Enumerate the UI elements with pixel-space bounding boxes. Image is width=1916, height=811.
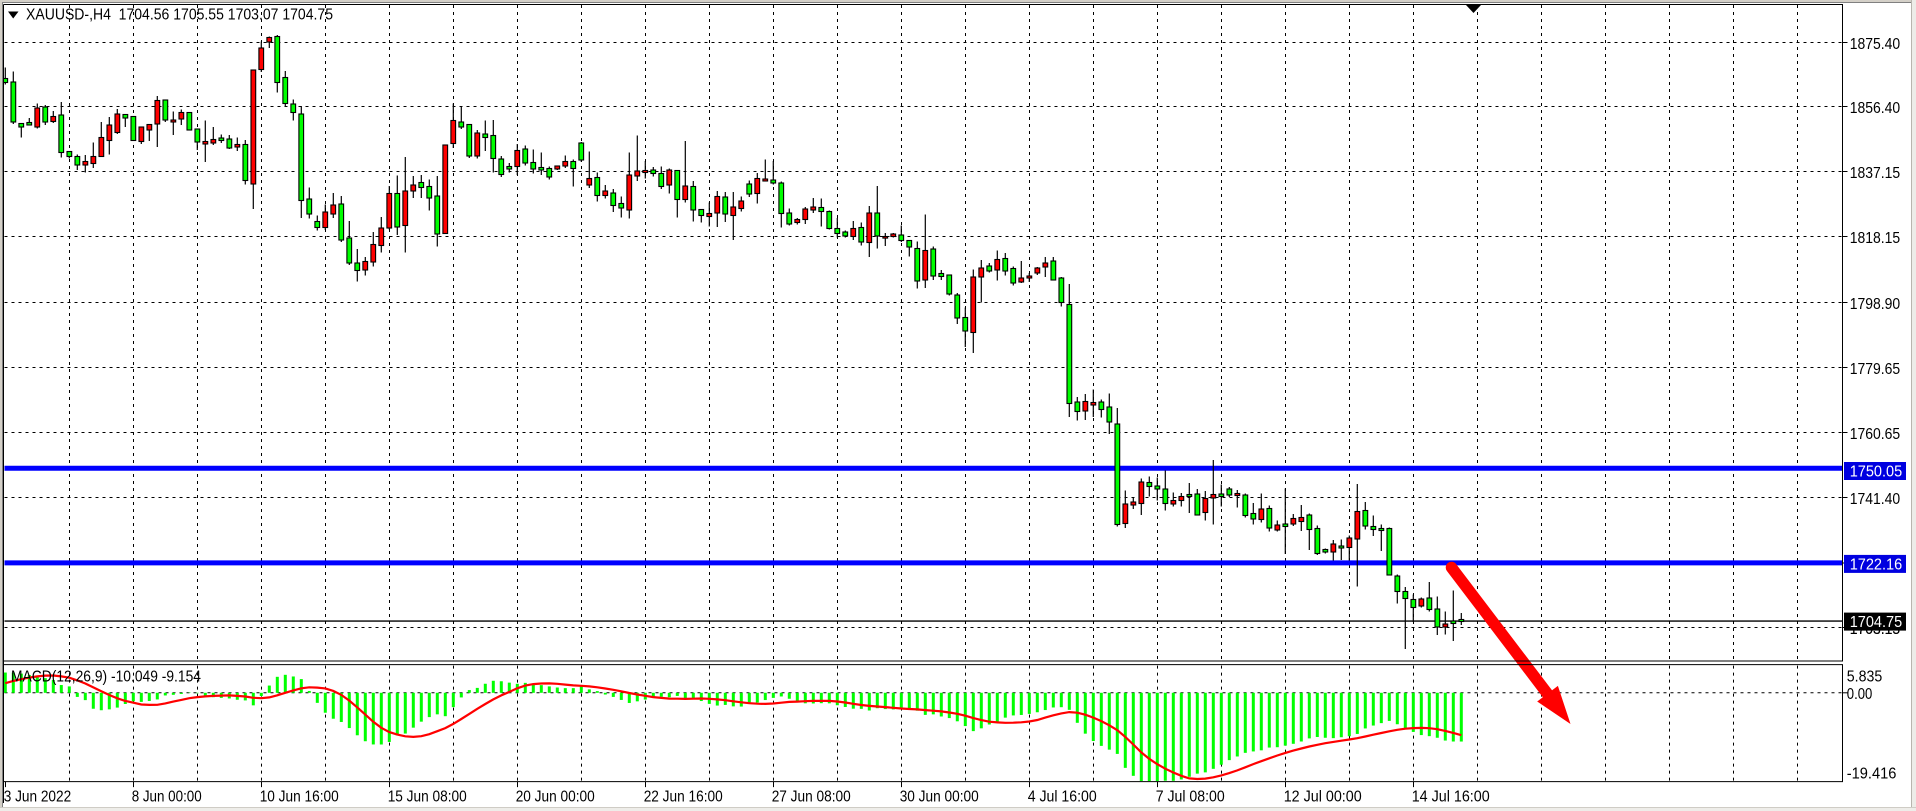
svg-text:1779.65: 1779.65 (1850, 361, 1901, 378)
svg-text:8 Jun 00:00: 8 Jun 00:00 (132, 788, 202, 805)
svg-text:12 Jul 00:00: 12 Jul 00:00 (1284, 788, 1362, 805)
svg-text:1837.15: 1837.15 (1850, 165, 1901, 182)
svg-text:XAUUSD-,H4 1704.56 1705.55 17: XAUUSD-,H4 1704.56 1705.55 1703.07 1704.… (26, 7, 333, 24)
svg-text:14 Jul 16:00: 14 Jul 16:00 (1412, 788, 1490, 805)
svg-text:4 Jul 16:00: 4 Jul 16:00 (1028, 788, 1097, 805)
svg-text:22 Jun 16:00: 22 Jun 16:00 (644, 788, 723, 805)
svg-text:MACD(12,26,9) -10.049 -9.154: MACD(12,26,9) -10.049 -9.154 (11, 669, 201, 686)
svg-text:7 Jul 08:00: 7 Jul 08:00 (1156, 788, 1225, 805)
svg-text:20 Jun 00:00: 20 Jun 00:00 (516, 788, 595, 805)
svg-text:-19.416: -19.416 (1847, 766, 1897, 783)
svg-text:1818.15: 1818.15 (1850, 230, 1901, 247)
svg-text:10 Jun 16:00: 10 Jun 16:00 (260, 788, 339, 805)
svg-text:27 Jun 08:00: 27 Jun 08:00 (772, 788, 851, 805)
svg-text:30 Jun 00:00: 30 Jun 00:00 (900, 788, 979, 805)
svg-text:1798.90: 1798.90 (1850, 296, 1901, 313)
svg-text:1856.40: 1856.40 (1850, 100, 1901, 117)
svg-text:3 Jun 2022: 3 Jun 2022 (4, 788, 72, 805)
svg-text:1750.05: 1750.05 (1850, 464, 1903, 481)
svg-text:5.835: 5.835 (1847, 669, 1883, 686)
svg-text:1875.40: 1875.40 (1850, 36, 1901, 53)
svg-text:1704.75: 1704.75 (1850, 614, 1903, 631)
svg-text:1760.65: 1760.65 (1850, 426, 1901, 443)
svg-text:0.00: 0.00 (1847, 686, 1873, 703)
svg-text:15 Jun 08:00: 15 Jun 08:00 (388, 788, 467, 805)
svg-text:1741.40: 1741.40 (1850, 491, 1901, 508)
svg-text:1722.16: 1722.16 (1850, 556, 1903, 573)
